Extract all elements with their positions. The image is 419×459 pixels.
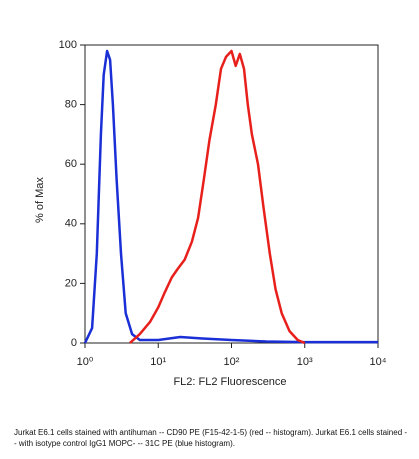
y-tick-label: 100: [59, 39, 77, 51]
y-tick-label: 60: [65, 158, 77, 170]
y-tick-label: 40: [65, 218, 77, 230]
y-tick-label: 20: [65, 277, 77, 289]
x-tick-label: 10²: [224, 356, 240, 368]
x-tick-label: 10⁴: [370, 356, 387, 368]
x-tick-label: 10¹: [150, 356, 166, 368]
chart: FL2: FL2 Fluorescence % of Max 0 20 40 60 80…: [34, 39, 387, 388]
y-axis-label: % of Max: [34, 177, 46, 223]
x-axis-label: FL2: FL2 Fluorescence: [173, 376, 286, 388]
histogram-line: [83, 49, 378, 344]
y-tick-label: 80: [65, 99, 77, 111]
x-tick-label: 10⁰: [77, 356, 94, 368]
y-tick-label: 0: [71, 337, 77, 349]
x-tick-label: 10³: [297, 356, 313, 368]
histogram-line: [129, 49, 306, 345]
plot-frame: [84, 44, 379, 344]
caption: Jurkat E6.1 cells stained with antihuman…: [14, 428, 408, 448]
